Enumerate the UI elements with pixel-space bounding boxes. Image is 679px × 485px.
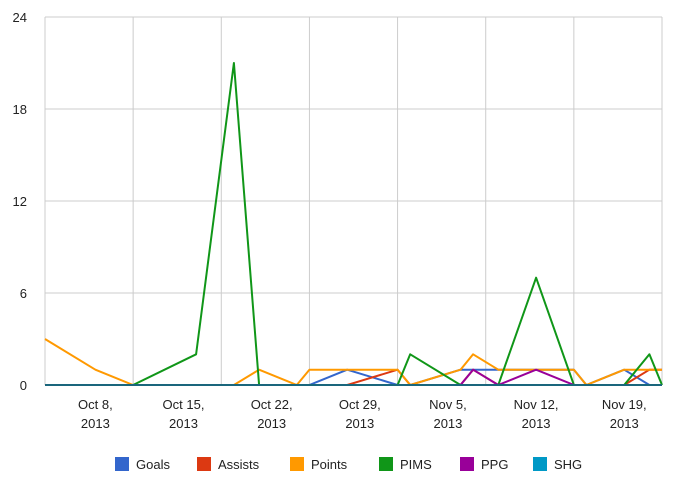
y-tick-label: 12 <box>13 194 27 209</box>
x-tick-label: Nov 5, 2013 <box>429 397 467 431</box>
y-axis-tick-labels: 0 6 12 18 24 <box>13 10 27 393</box>
legend-swatch <box>533 457 547 471</box>
x-tick-label-line2: 2013 <box>81 416 110 431</box>
legend: Goals Assists Points PIMS PPG SHG <box>115 457 582 472</box>
legend-item-assists[interactable]: Assists <box>197 457 260 472</box>
horizontal-gridlines <box>45 16 662 294</box>
series-line-pims <box>45 62 663 386</box>
x-tick-label-line2: 2013 <box>257 416 286 431</box>
legend-swatch <box>197 457 211 471</box>
x-tick-label: Nov 12, 2013 <box>514 397 559 431</box>
x-tick-label-line2: 2013 <box>610 416 639 431</box>
x-tick-label-line1: Oct 15, <box>163 397 205 412</box>
y-tick-label: 18 <box>13 102 27 117</box>
legend-swatch <box>379 457 393 471</box>
x-tick-label: Oct 22, 2013 <box>251 397 293 431</box>
legend-label: Points <box>311 457 348 472</box>
x-tick-label-line1: Nov 19, <box>602 397 647 412</box>
legend-label: Goals <box>136 457 170 472</box>
legend-label: PPG <box>481 457 508 472</box>
x-tick-label-line2: 2013 <box>169 416 198 431</box>
y-tick-label: 0 <box>20 378 27 393</box>
series-line-points <box>44 338 662 386</box>
x-axis-tick-labels: Oct 8, 2013 Oct 15, 2013 Oct 22, 2013 Oct 29, 2… <box>78 397 647 431</box>
x-tick-label-line1: Nov 12, <box>514 397 559 412</box>
y-tick-label: 6 <box>20 286 27 301</box>
x-tick-label-line1: Oct 29, <box>339 397 381 412</box>
legend-item-pims[interactable]: PIMS <box>379 457 432 472</box>
x-tick-label-line2: 2013 <box>522 416 551 431</box>
x-tick-label: Oct 8, 2013 <box>78 397 113 431</box>
x-tick-label-line1: Nov 5, <box>429 397 467 412</box>
legend-swatch <box>460 457 474 471</box>
x-tick-label-line2: 2013 <box>433 416 462 431</box>
legend-item-shg[interactable]: SHG <box>533 457 582 472</box>
x-tick-label-line2: 2013 <box>345 416 374 431</box>
series-lines <box>44 62 663 386</box>
y-tick-label: 24 <box>13 10 27 25</box>
x-tick-label: Oct 29, 2013 <box>339 397 381 431</box>
legend-swatch <box>115 457 129 471</box>
legend-item-goals[interactable]: Goals <box>115 457 170 472</box>
legend-item-points[interactable]: Points <box>290 457 348 472</box>
legend-label: Assists <box>218 457 260 472</box>
legend-swatch <box>290 457 304 471</box>
legend-label: SHG <box>554 457 582 472</box>
legend-label: PIMS <box>400 457 432 472</box>
x-tick-label-line1: Oct 22, <box>251 397 293 412</box>
x-tick-label: Nov 19, 2013 <box>602 397 647 431</box>
x-tick-label-line1: Oct 8, <box>78 397 113 412</box>
x-tick-label: Oct 15, 2013 <box>163 397 205 431</box>
legend-item-ppg[interactable]: PPG <box>460 457 508 472</box>
